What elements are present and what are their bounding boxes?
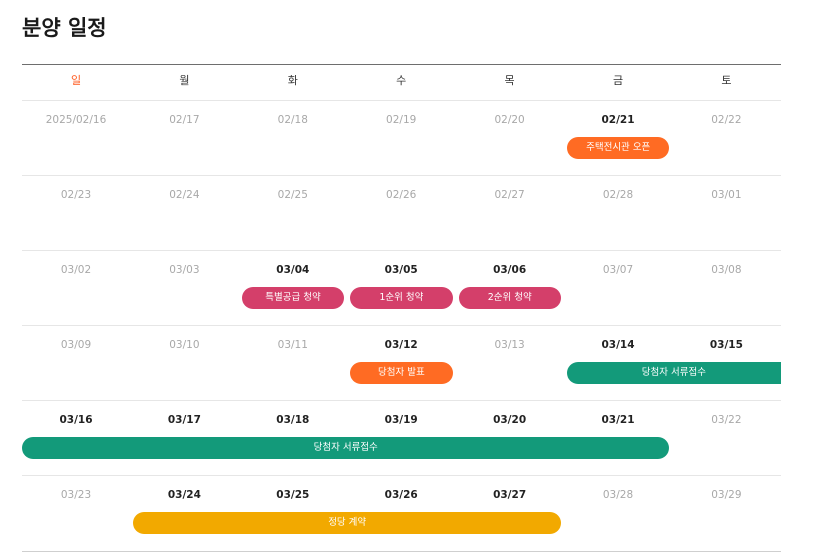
- weekday-label: 화: [287, 74, 298, 87]
- calendar-day-date: 03/18: [276, 414, 310, 426]
- calendar-day-date: 03/10: [169, 339, 200, 351]
- calendar-day-date: 03/02: [60, 264, 92, 276]
- schedule-event-bar[interactable]: 2순위 청약: [458, 287, 561, 309]
- calendar-day-date: 03/16: [59, 414, 93, 426]
- calendar-day-date: 03/08: [711, 264, 742, 276]
- calendar-day-date: 02/17: [169, 114, 200, 126]
- calendar-day-date: 03/14: [601, 339, 635, 351]
- calendar-day-date: 03/15: [709, 339, 743, 351]
- schedule-event-bar[interactable]: 1순위 청약: [350, 287, 453, 309]
- calendar-week-row: 03/16 03/17 03/18 03/19 03/20 03/21 03/22 당첨자 서…: [22, 400, 781, 476]
- schedule-event-bar[interactable]: 특별공급 청약: [241, 287, 345, 309]
- weekday-label: 목: [504, 74, 515, 87]
- calendar-day-date: 03/12: [384, 339, 418, 351]
- schedule-event-bar[interactable]: 정당 계약: [133, 512, 561, 534]
- calendar-week-row: 02/23 02/24 02/25 02/26 02/27 02/28 03/01: [22, 175, 781, 251]
- calendar-day-date: 02/24: [169, 189, 200, 201]
- weekday-label: 수: [396, 74, 407, 87]
- calendar-day-date: 03/13: [494, 339, 525, 351]
- schedule-event-bar[interactable]: 당첨자 서류접수: [22, 437, 670, 459]
- calendar-day-date: 03/11: [277, 339, 308, 351]
- schedule-event-bar[interactable]: 당첨자 서류접수: [567, 362, 781, 384]
- calendar-day-date: 03/17: [167, 414, 201, 426]
- calendar-day-date: 02/22: [711, 114, 742, 126]
- calendar-day-date: 03/27: [493, 489, 527, 501]
- calendar-day-date: 03/03: [169, 264, 200, 276]
- schedule-event-bar[interactable]: 주택전시관 오픈: [567, 137, 670, 159]
- calendar-day-date: 03/04: [276, 264, 310, 276]
- calendar-day-date: 02/23: [60, 189, 92, 201]
- calendar-day-date: 03/26: [384, 489, 418, 501]
- calendar-day-date: 02/18: [277, 114, 308, 126]
- calendar-day-date: 2025/02/16: [45, 114, 107, 126]
- calendar-day-date: 02/27: [494, 189, 525, 201]
- calendar-day-date: 02/21: [601, 114, 635, 126]
- calendar-day-date: 03/29: [711, 489, 742, 501]
- calendar-day-date: 03/28: [602, 489, 634, 501]
- calendar-day-date: 03/23: [60, 489, 92, 501]
- calendar-day-date: 03/19: [384, 414, 418, 426]
- weekday-label: 토: [721, 74, 732, 87]
- weekday-label: 금: [612, 74, 624, 87]
- calendar-day-date: 03/09: [60, 339, 92, 351]
- calendar-day-date: 03/01: [711, 189, 742, 201]
- calendar-day-date: 03/20: [493, 414, 527, 426]
- calendar-week-row: 2025/02/16 02/17 02/18 02/19 02/20 02/21 02/22…: [22, 100, 781, 176]
- weekday-label: 월: [179, 74, 190, 87]
- calendar-day-date: 02/20: [494, 114, 525, 126]
- calendar-day-date: 03/25: [276, 489, 310, 501]
- calendar-top-border: [22, 64, 781, 65]
- calendar-day-date: 02/28: [602, 189, 634, 201]
- calendar-day-date: 02/25: [277, 189, 308, 201]
- calendar-day-date: 02/19: [386, 114, 417, 126]
- calendar-week-row: 03/09 03/10 03/11 03/12 03/13 03/14 03/15 당첨자 발…: [22, 325, 781, 401]
- calendar-day-date: 03/05: [384, 264, 418, 276]
- schedule-event-bar[interactable]: 당첨자 발표: [350, 362, 453, 384]
- page-title: 분양 일정: [22, 16, 107, 40]
- calendar-day-date: 02/26: [386, 189, 417, 201]
- calendar-day-date: 03/06: [493, 264, 527, 276]
- calendar-week-row: 03/02 03/03 03/04 03/05 03/06 03/07 03/08 특별공급 …: [22, 250, 781, 326]
- weekday-label: 일: [70, 74, 82, 87]
- calendar-day-date: 03/21: [601, 414, 635, 426]
- calendar-day-date: 03/22: [711, 414, 742, 426]
- calendar-day-date: 03/07: [602, 264, 634, 276]
- calendar-day-date: 03/24: [167, 489, 201, 501]
- calendar-week-row: 03/23 03/24 03/25 03/26 03/27 03/28 03/29 정당 계약: [22, 475, 781, 552]
